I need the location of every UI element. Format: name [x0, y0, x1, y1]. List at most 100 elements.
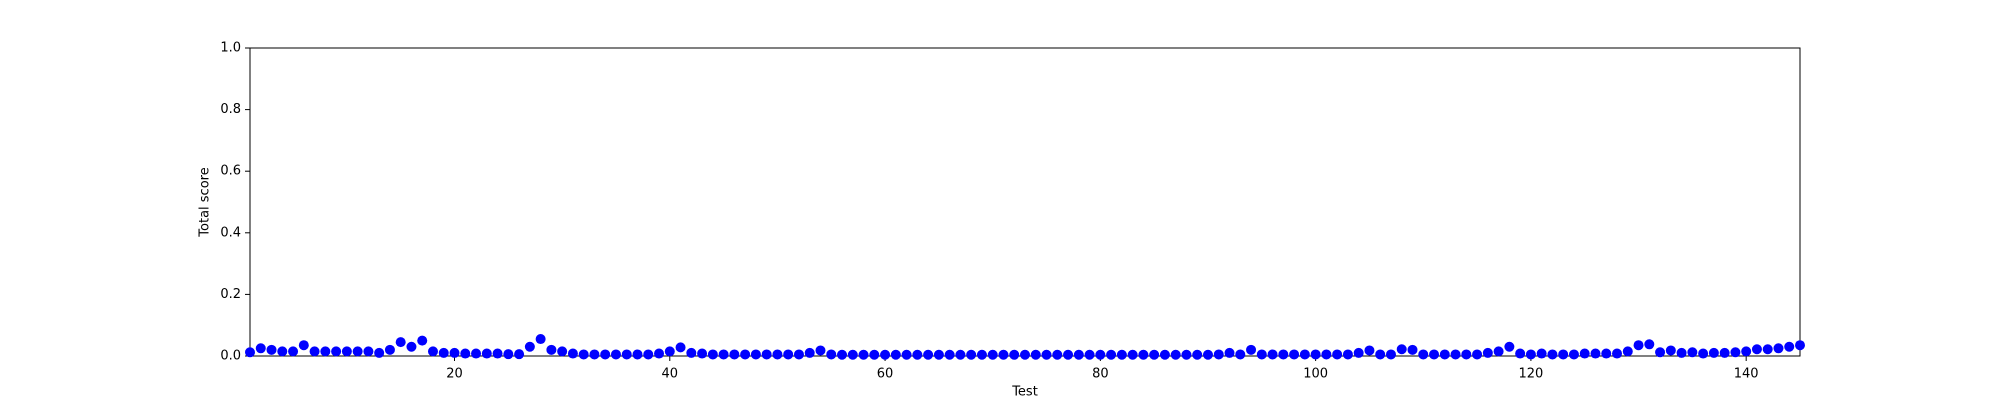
scatter-point — [524, 341, 535, 352]
y-tick-label: 0.2 — [220, 287, 241, 302]
scatter-point — [1353, 347, 1364, 358]
scatter-point — [750, 349, 761, 360]
scatter-point — [1202, 349, 1213, 360]
x-tick-label: 60 — [877, 367, 894, 382]
y-tick-label: 0.8 — [220, 102, 241, 117]
scatter-point — [460, 348, 471, 359]
scatter-point — [1095, 349, 1106, 360]
scatter-point — [535, 334, 546, 345]
scatter-point — [1063, 349, 1074, 360]
scatter-point — [255, 343, 266, 354]
scatter-point — [718, 349, 729, 360]
scatter-point — [858, 349, 869, 360]
y-tick-label: 0.0 — [220, 349, 241, 364]
scatter-point — [610, 349, 621, 360]
scatter-point — [783, 349, 794, 360]
scatter-point — [675, 342, 686, 353]
y-tick-label: 0.4 — [220, 225, 241, 240]
scatter-point — [1665, 345, 1676, 356]
x-axis-label: Test — [1011, 385, 1038, 400]
scatter-point — [869, 349, 880, 360]
scatter-point — [1784, 341, 1795, 352]
scatter-point — [1407, 344, 1418, 355]
scatter-point — [1213, 349, 1224, 360]
scatter-point — [1364, 345, 1375, 356]
scatter-point — [384, 344, 395, 355]
scatter-point — [1418, 349, 1429, 360]
scatter-point — [1579, 348, 1590, 359]
scatter-point — [1181, 349, 1192, 360]
scatter-point — [1622, 346, 1633, 357]
scatter-point — [567, 348, 578, 359]
scatter-point — [1568, 349, 1579, 360]
x-tick-label: 120 — [1518, 367, 1543, 382]
scatter-point — [998, 349, 1009, 360]
scatter-point — [395, 337, 406, 348]
scatter-point — [654, 348, 665, 359]
scatter-point — [1450, 349, 1461, 360]
scatter-point — [1106, 349, 1117, 360]
scatter-point — [298, 340, 309, 351]
scatter-point — [1052, 349, 1063, 360]
scatter-point — [245, 347, 255, 358]
scatter-point — [880, 349, 891, 360]
scatter-point — [1536, 348, 1547, 359]
scatter-point — [1558, 349, 1569, 360]
scatter-point — [890, 349, 901, 360]
scatter-point — [1342, 349, 1353, 360]
scatter-point — [320, 346, 331, 357]
scatter-point — [697, 348, 708, 359]
scatter-point — [1138, 349, 1149, 360]
scatter-point — [901, 349, 912, 360]
scatter-point — [804, 347, 815, 358]
scatter-point — [976, 349, 987, 360]
scatter-point — [1396, 344, 1407, 355]
scatter-point — [1299, 349, 1310, 360]
scatter-point — [1332, 349, 1343, 360]
y-tick-label: 0.6 — [220, 164, 241, 179]
scatter-point — [1547, 349, 1558, 360]
scatter-point — [352, 346, 363, 357]
scatter-point — [1741, 346, 1752, 357]
scatter-point — [987, 349, 998, 360]
scatter-point — [589, 349, 600, 360]
scatter-point — [1159, 349, 1170, 360]
scatter-point — [1773, 343, 1784, 354]
scatter-point — [933, 349, 944, 360]
scatter-point — [1751, 344, 1762, 355]
scatter-point — [955, 349, 966, 360]
scatter-point — [1073, 349, 1084, 360]
scatter-point — [1385, 349, 1396, 360]
scatter-point — [1321, 349, 1332, 360]
scatter-point — [1504, 341, 1515, 352]
scatter-point — [1084, 349, 1095, 360]
scatter-point — [471, 348, 482, 359]
scatter-point — [277, 346, 288, 357]
scatter-point — [438, 347, 449, 358]
scatter-point — [449, 347, 460, 358]
x-tick-label: 20 — [446, 367, 463, 382]
scatter-point — [1127, 349, 1138, 360]
scatter-point — [847, 349, 858, 360]
scatter-point — [1719, 347, 1730, 358]
scatter-point — [427, 346, 438, 357]
scatter-point — [643, 349, 654, 360]
x-tick-label: 80 — [1092, 367, 1109, 382]
scatter-point — [1601, 348, 1612, 359]
scatter-point — [1267, 349, 1278, 360]
x-tick-label: 40 — [662, 367, 679, 382]
scatter-point — [1698, 348, 1709, 359]
scatter-point — [557, 346, 568, 357]
scatter-point — [406, 341, 417, 352]
scatter-point — [600, 349, 611, 360]
scatter-point — [1375, 349, 1386, 360]
scatter-point — [1590, 348, 1601, 359]
scatter-point — [1224, 347, 1235, 358]
scatter-point — [1633, 340, 1644, 351]
scatter-point — [374, 347, 385, 358]
scatter-point — [837, 349, 848, 360]
scatter-point — [1525, 349, 1536, 360]
scatter-point — [1482, 347, 1493, 358]
x-tick-label: 140 — [1734, 367, 1759, 382]
